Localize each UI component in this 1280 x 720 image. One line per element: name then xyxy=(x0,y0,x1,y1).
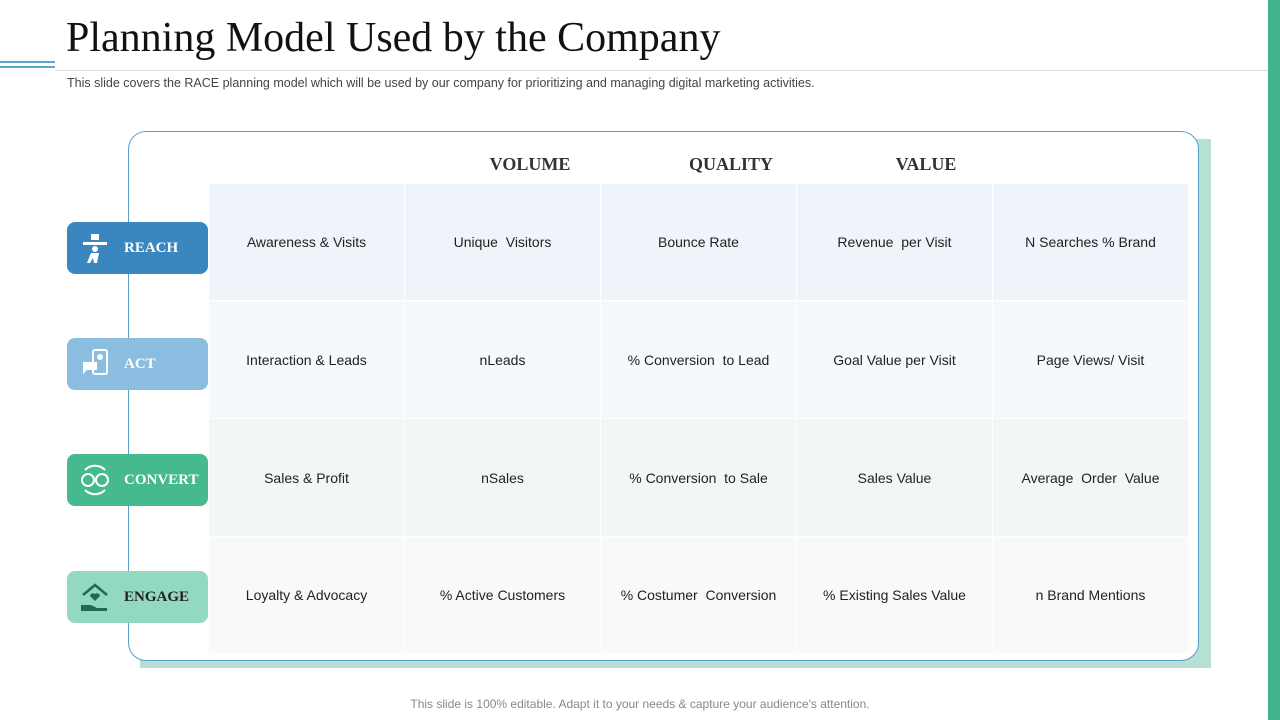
table-cell: nSales xyxy=(405,419,601,537)
table-cell: n Brand Mentions xyxy=(993,537,1189,654)
table-cell: Page Views/ Visit xyxy=(993,301,1189,419)
table-cell: Bounce Rate xyxy=(601,184,797,301)
column-header: VALUE xyxy=(895,154,957,174)
stage-icon xyxy=(81,464,109,496)
table-cell: % Existing Sales Value xyxy=(797,537,993,654)
column-header: QUALITY xyxy=(688,154,774,174)
accent-line xyxy=(0,61,55,63)
stage-button: CONVERT xyxy=(67,454,208,506)
table-cell: N Searches % Brand xyxy=(993,184,1189,301)
footer: This slide is 100% editable. Adapt it to… xyxy=(410,697,870,711)
right-bar xyxy=(1268,0,1280,720)
table-cell: Sales & Profit xyxy=(209,419,405,537)
table-cell: Awareness & Visits xyxy=(209,184,405,301)
subtitle: This slide covers the RACE planning mode… xyxy=(67,76,815,90)
stage-button: ENGAGE xyxy=(67,571,208,623)
stage-button: REACH xyxy=(67,222,208,274)
stage-icon xyxy=(83,234,107,263)
table-cell: Unique Visitors xyxy=(405,184,601,301)
table-cell: Loyalty & Advocacy xyxy=(209,537,405,654)
table-cell: Revenue per Visit xyxy=(797,184,993,301)
table-cell: Goal Value per Visit xyxy=(797,301,993,419)
table-cell: nLeads xyxy=(405,301,601,419)
stage-button: ACT xyxy=(67,338,208,390)
table-cell: % Costumer Conversion xyxy=(601,537,797,654)
table-cell: % Conversion to Sale xyxy=(601,419,797,537)
table-cell: Average Order Value xyxy=(993,419,1189,537)
column-header: VOLUME xyxy=(489,154,571,174)
accent-line xyxy=(0,66,55,68)
title: Planning Model Used by the Company xyxy=(66,15,721,61)
stage-icon xyxy=(83,349,108,375)
table-cell: % Conversion to Lead xyxy=(601,301,797,419)
stage-icon xyxy=(81,583,108,611)
table-cell: % Active Customers xyxy=(405,537,601,654)
table-cell: Sales Value xyxy=(797,419,993,537)
table-cell: Interaction & Leads xyxy=(209,301,405,419)
header-rule xyxy=(55,70,1268,71)
